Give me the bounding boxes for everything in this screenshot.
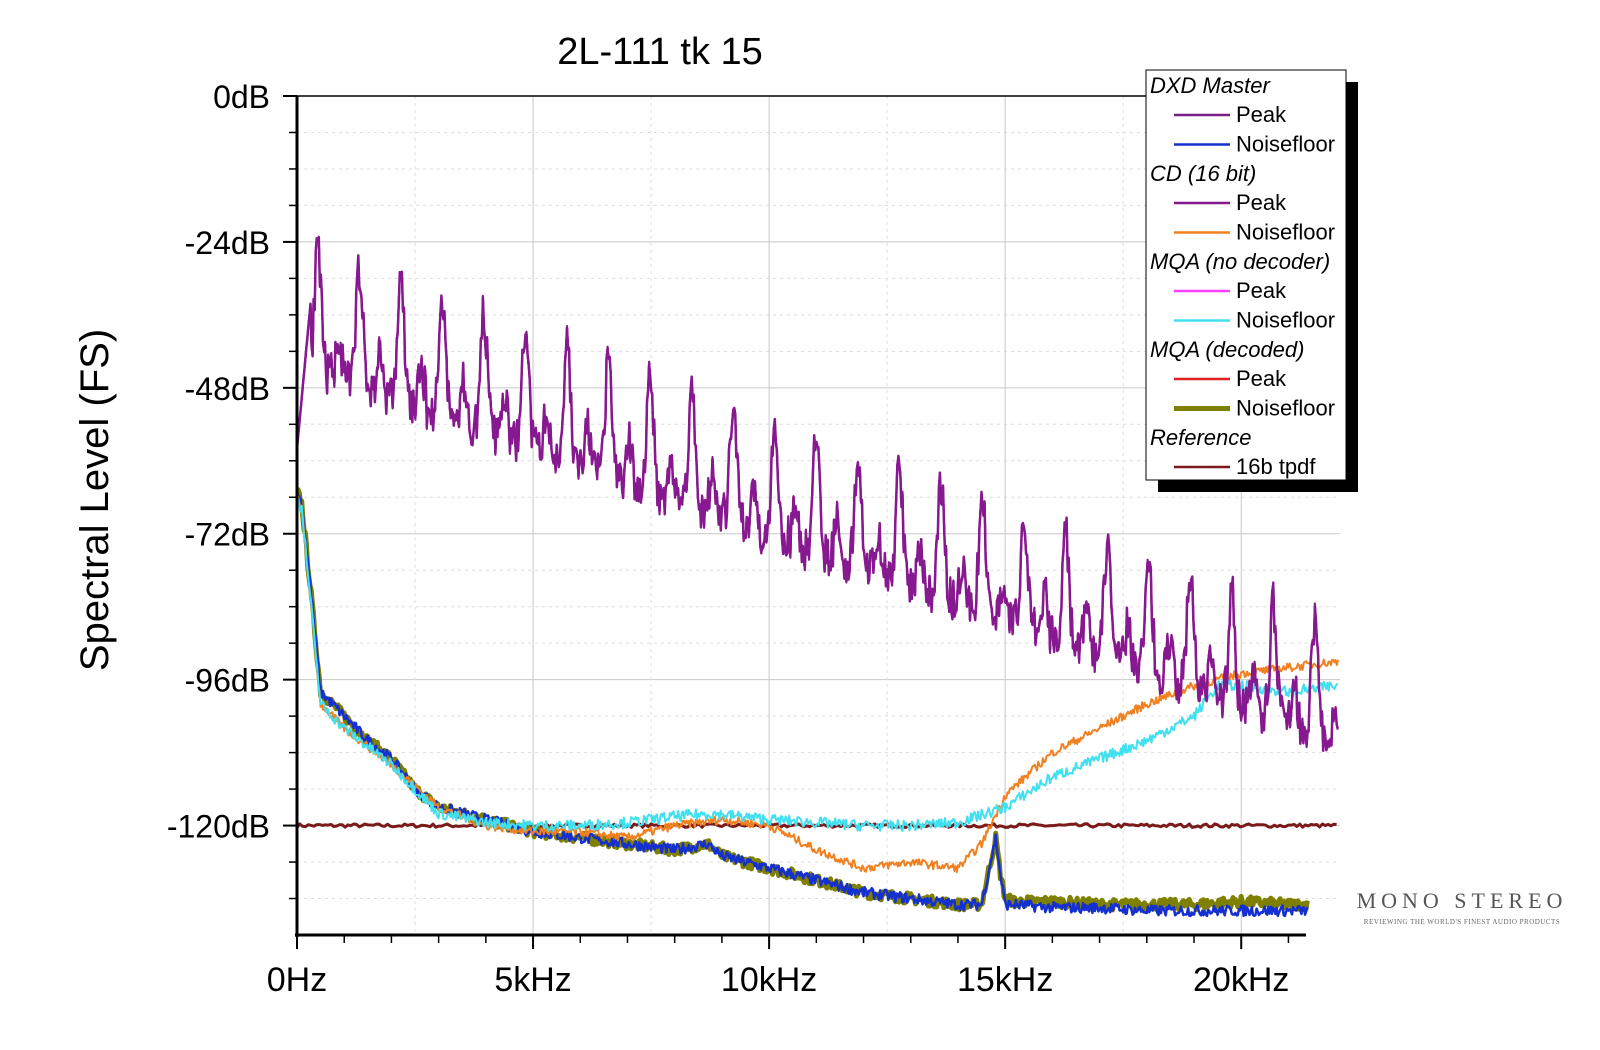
- legend-entry-label: Peak: [1236, 278, 1287, 303]
- legend-group-label: MQA (decoded): [1150, 337, 1304, 362]
- watermark-logo: MONO STEREO Reviewing the world's finest…: [1332, 888, 1592, 926]
- x-tick-label: 5kHz: [494, 961, 571, 999]
- series-lines: [295, 235, 1339, 918]
- legend-entry-label: 16b tpdf: [1236, 454, 1316, 479]
- legend-entry-label: Peak: [1236, 102, 1287, 127]
- legend-group-label: CD (16 bit): [1150, 161, 1256, 186]
- series-line-mqa_nd_noise: [296, 498, 1339, 832]
- legend-entry-label: Noisefloor: [1236, 396, 1335, 421]
- series-line-cd_noise: [296, 495, 1339, 874]
- watermark-subtitle: Reviewing the world's finest audio produ…: [1363, 918, 1561, 926]
- legend-entry-label: Noisefloor: [1236, 132, 1335, 157]
- legend-entry-label: Noisefloor: [1236, 220, 1335, 245]
- y-tick-label: -48dB: [185, 371, 270, 407]
- x-tick-label: 0Hz: [267, 961, 327, 999]
- x-tick-label: 20kHz: [1193, 961, 1289, 999]
- y-tick-label: -24dB: [185, 225, 270, 261]
- series-line-cd_peak: [295, 235, 1339, 753]
- y-tick-label: -72dB: [185, 517, 270, 553]
- legend: DXD Master Peak Noisefloor CD (16 bit) Peak N…: [1145, 69, 1358, 492]
- legend-entry-label: Peak: [1236, 366, 1287, 391]
- chart-title: 2L-111 tk 15: [557, 31, 763, 73]
- y-tick-label: -96dB: [185, 663, 270, 699]
- y-tick-label: -120dB: [167, 809, 270, 845]
- legend-box: [1145, 69, 1347, 481]
- legend-group-label: Reference: [1150, 425, 1252, 450]
- x-tick-label: 10kHz: [721, 961, 817, 999]
- x-tick-label: 15kHz: [957, 961, 1053, 999]
- legend-group-label: DXD Master: [1150, 73, 1271, 98]
- watermark-main: MONO STEREO: [1356, 888, 1568, 913]
- legend-entry-label: Peak: [1236, 190, 1287, 215]
- axes: 0dB -24dB -48dB -72dB -96dB -120dB 0Hz 5kHz 10kH…: [167, 79, 1306, 999]
- legend-group-label: MQA (no decoder): [1150, 249, 1330, 274]
- y-tick-label: 0dB: [213, 79, 270, 115]
- y-axis-label: Spectral Level (FS): [73, 329, 117, 671]
- legend-entry-label: Noisefloor: [1236, 308, 1335, 333]
